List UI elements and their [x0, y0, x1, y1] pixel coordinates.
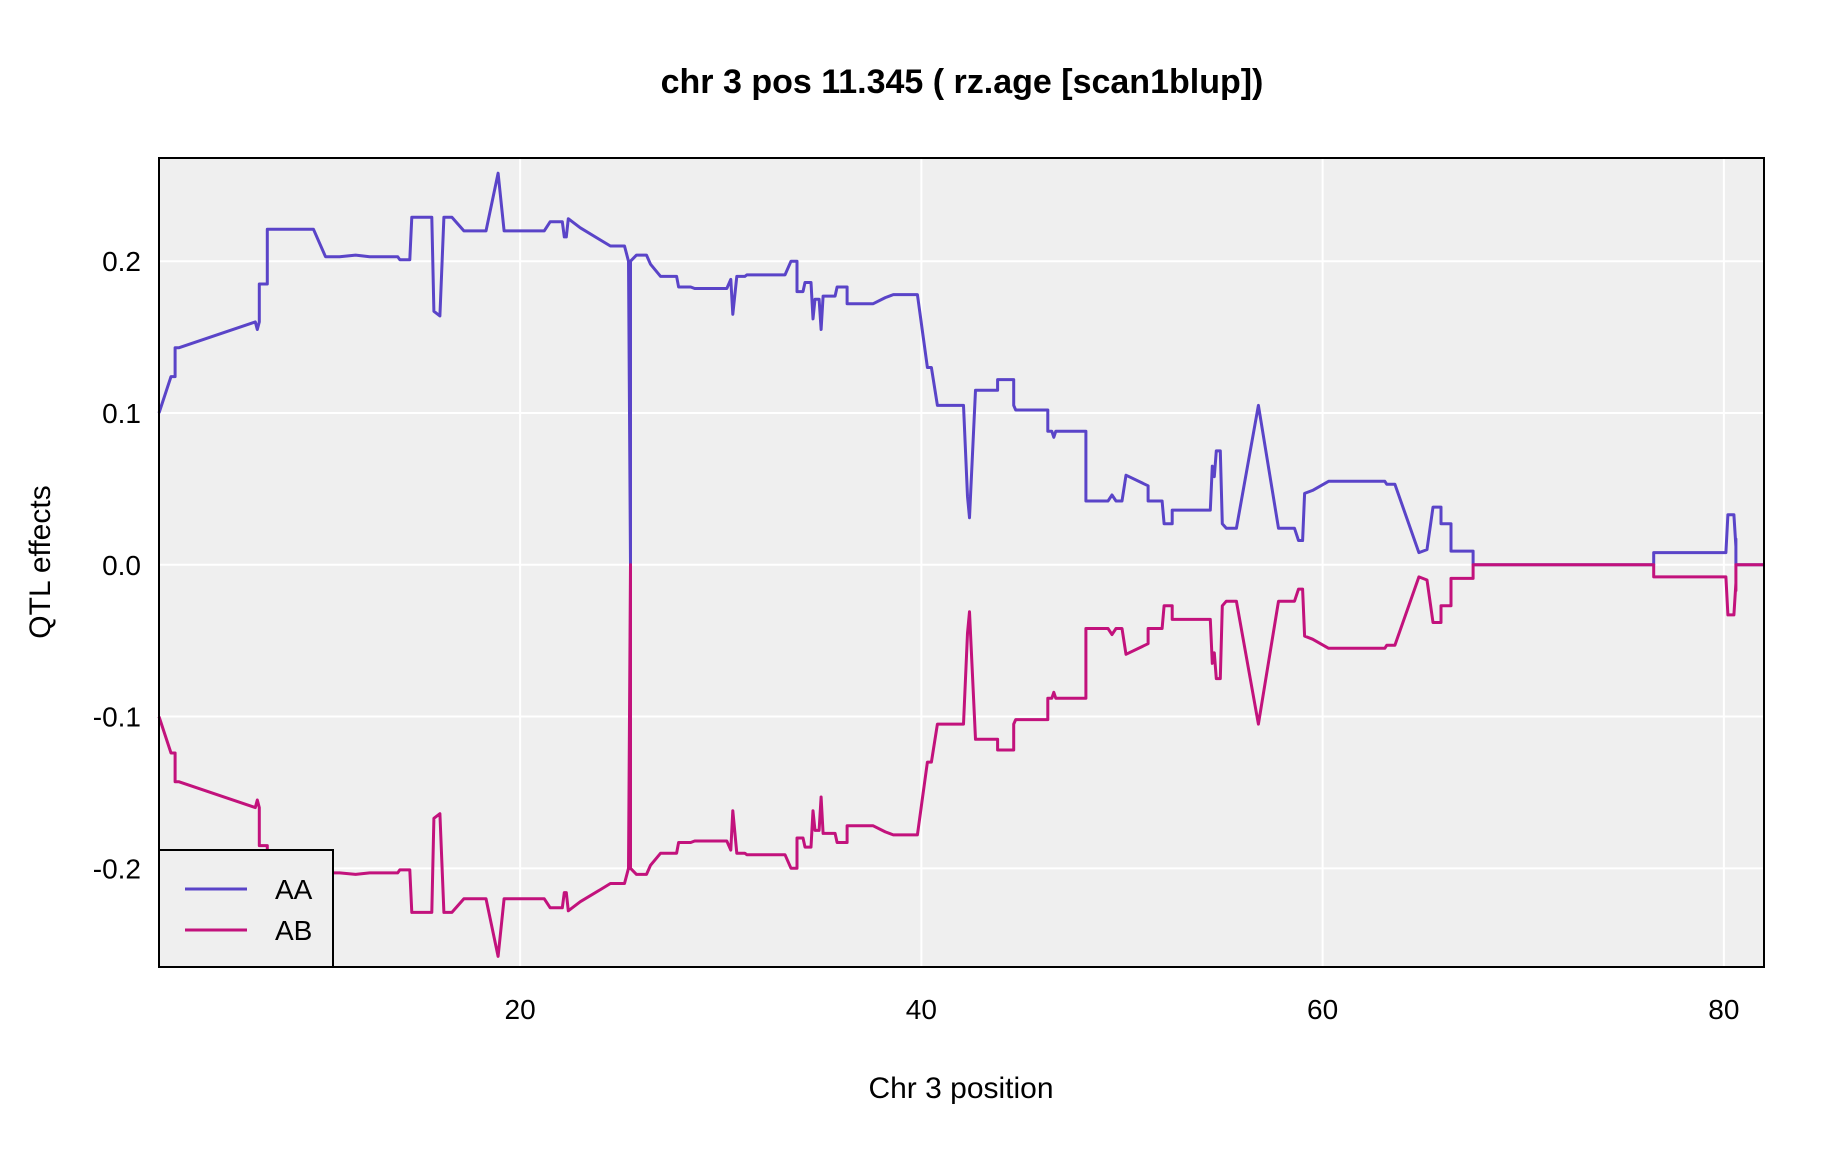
- plot-frame: [158, 157, 1765, 968]
- y-tick-label: -0.1: [93, 702, 141, 733]
- legend-label-ab: AB: [275, 915, 312, 946]
- legend-box: [158, 849, 334, 968]
- series-lines: [157, 171, 1764, 958]
- y-axis-label: QTL effects: [24, 485, 57, 638]
- x-tick-label: 20: [505, 994, 536, 1025]
- x-tick-label: 40: [906, 994, 937, 1025]
- plot-panel: [159, 158, 1764, 967]
- legend: AA AB: [158, 849, 334, 968]
- x-axis-label: Chr 3 position: [868, 1072, 1053, 1105]
- x-tick-label: 80: [1708, 994, 1739, 1025]
- y-tick-label: 0.0: [102, 550, 141, 581]
- legend-label-aa: AA: [275, 874, 313, 905]
- axis-ticks: 20 40 60 80 0.2 0.1 0.0 -0.1 -0.2: [93, 246, 1740, 1025]
- series-line-ab: [157, 563, 1764, 958]
- grid-lines: [159, 158, 1764, 967]
- y-tick-label: 0.2: [102, 246, 141, 277]
- series-line-aa: [157, 171, 1764, 567]
- x-tick-label: 60: [1307, 994, 1338, 1025]
- y-tick-label: 0.1: [102, 398, 141, 429]
- chart-title: chr 3 pos 11.345 ( rz.age [scan1blup]): [661, 63, 1264, 101]
- y-tick-label: -0.2: [93, 853, 141, 884]
